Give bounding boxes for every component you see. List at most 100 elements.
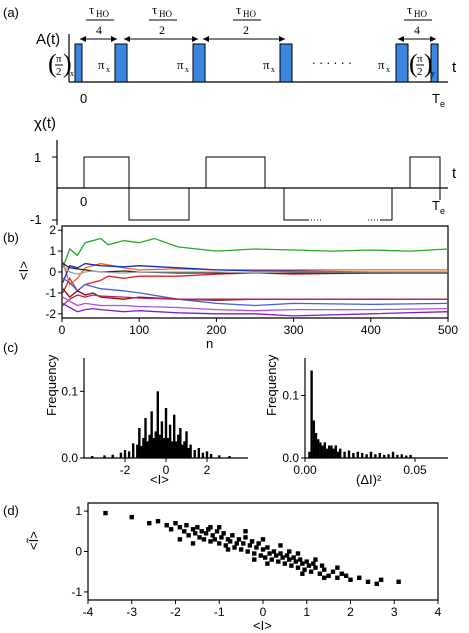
c-left-xtick-label: -2 [120, 463, 131, 477]
c-left-bar [175, 441, 178, 458]
d-scatter-point [219, 535, 224, 540]
d-scatter-point [271, 549, 277, 554]
d-scatter-point [155, 518, 161, 524]
d-scatter-point [238, 547, 244, 552]
b-ytick-label: 2 [49, 223, 56, 237]
d-scatter-point [378, 577, 384, 582]
svg-text:): ) [424, 49, 433, 78]
d-scatter-point [186, 533, 191, 538]
c-right-ytick-label: 0.0 [282, 451, 299, 465]
c-right-bar [391, 451, 395, 458]
c-left-bar [160, 421, 164, 458]
pi-label-1: π x [98, 57, 110, 74]
d-plot-area: -4 -3 -2 -1 0 1 2 3 4 1 0 -1 [71, 502, 442, 619]
c-left-bar [148, 434, 151, 458]
panel-c: (c) Frequency -2 0 2 0.0 0.1 <I> Frequency 0… [3, 340, 448, 487]
c-left-xtick-label: 2 [204, 463, 211, 477]
d-scatter-point [357, 575, 362, 580]
c-right-bar [325, 448, 329, 458]
d-scatter-point [280, 555, 285, 560]
c-right-bar [314, 433, 318, 458]
svg-text:x: x [271, 65, 275, 74]
d-scatter-point [168, 527, 174, 532]
b-series-line-8 [62, 294, 448, 306]
d-scatter-point [210, 533, 215, 538]
d-scatter-point [247, 543, 253, 548]
d-xtick-label: 4 [435, 605, 442, 619]
c-left-ylabel: Frequency [44, 354, 59, 416]
svg-text:x: x [185, 65, 189, 74]
panel-label-c: (c) [3, 340, 18, 355]
svg-text:π: π [56, 53, 62, 65]
d-scatter-point [232, 545, 237, 550]
b-xtick-label: 100 [129, 323, 149, 337]
svg-text:τ: τ [89, 2, 94, 17]
c-right-ytick-label: 0.1 [282, 389, 299, 403]
c-left-bar [152, 438, 155, 458]
c-left-bar [111, 454, 114, 458]
d-scatter-point [245, 549, 250, 554]
svg-text:4: 4 [414, 23, 420, 37]
d-scatter-point [103, 510, 108, 516]
c-right-bar [323, 442, 326, 458]
d-scatter-point [243, 529, 248, 534]
svg-text:(: ( [48, 49, 57, 78]
svg-text:π: π [177, 57, 184, 72]
c-right-bar [374, 454, 377, 458]
c-left-bar [218, 455, 221, 458]
d-scatter-point [297, 557, 303, 562]
d-scatter-point [322, 575, 327, 580]
c-left-bar [119, 452, 123, 458]
c-left-bar [154, 431, 157, 458]
d-scatter-point [300, 571, 305, 576]
b-series-line-4 [62, 263, 448, 274]
d-scatter-point [258, 553, 264, 558]
tau-interval-4: τ HO 4 [398, 2, 436, 42]
d-scatter-point [313, 565, 318, 570]
a-top-end-label: T [432, 91, 440, 106]
last-pulse-label: ( π 2 ) y [409, 49, 435, 78]
c-right-bar [365, 454, 368, 458]
c-left-bar [146, 441, 149, 458]
c-left-bar [136, 444, 139, 458]
svg-text:π: π [98, 57, 105, 72]
d-scatter-point [190, 527, 196, 532]
d-scatter-point [177, 525, 183, 530]
b-series-line-6 [62, 277, 449, 307]
c-left-bar [168, 424, 172, 458]
c-right-axes-frame [304, 358, 448, 459]
d-scatter-point [177, 537, 183, 542]
panel-a-bottom: χ(t) 1 -1 t 0 T e [30, 115, 457, 227]
b-ytick-label: 1 [49, 244, 56, 258]
d-scatter-point [265, 561, 270, 566]
d-scatter-point [223, 543, 229, 548]
d-scatter-point [262, 555, 268, 560]
d-scatter-point [287, 549, 292, 554]
d-ytick-label: -1 [71, 585, 82, 599]
d-scatter-point [374, 581, 379, 587]
c-right-bar [319, 442, 322, 458]
c-left-bar [181, 444, 184, 458]
c-right-bar [317, 439, 320, 458]
d-scatter-point [184, 523, 189, 528]
svg-text:τ: τ [152, 2, 157, 17]
c-right-bar [361, 453, 364, 458]
d-scatter-point [260, 547, 266, 552]
b-ytick-label: -2 [45, 307, 56, 321]
c-left-bar [205, 451, 209, 458]
d-scatter-point [208, 539, 213, 544]
d-scatter-point [254, 545, 259, 550]
svg-text:2: 2 [243, 23, 249, 37]
c-right-ylabel: Frequency [264, 354, 279, 416]
d-xtick-label: -3 [126, 605, 137, 619]
d-scatter-point [225, 547, 231, 552]
c-right-bar [321, 445, 324, 458]
d-scatter-point [300, 561, 305, 566]
svg-text:HO: HO [414, 9, 427, 19]
d-scatter-point [293, 559, 299, 564]
svg-text:x: x [386, 65, 390, 74]
svg-text:π: π [263, 57, 270, 72]
c-right-bar [312, 420, 315, 458]
d-scatter-point [339, 571, 344, 576]
d-scatter-point [195, 525, 200, 530]
